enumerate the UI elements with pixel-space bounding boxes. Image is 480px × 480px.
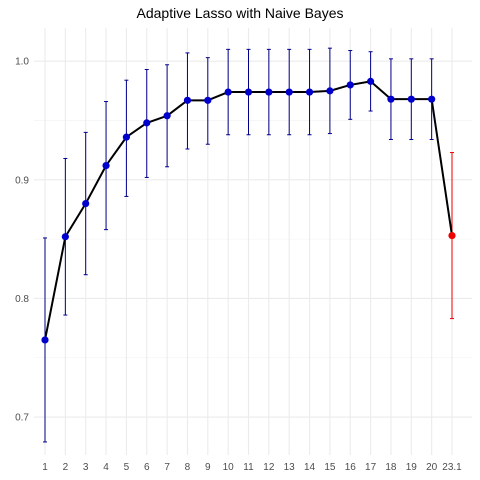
data-points bbox=[41, 77, 456, 344]
data-point bbox=[305, 88, 314, 96]
data-point bbox=[448, 231, 456, 240]
y-tick-labels: 0.7 0.8 0.9 1.0 bbox=[15, 57, 29, 424]
data-point bbox=[122, 133, 130, 141]
x-tick-label: 13 bbox=[284, 462, 296, 473]
data-point bbox=[183, 96, 192, 104]
data-point bbox=[346, 81, 354, 89]
x-tick-label: 11 bbox=[243, 462, 254, 473]
x-tick-label: 3 bbox=[83, 462, 89, 473]
x-tick-labels: 1 2 3 4 5 6 7 8 9 10 11 12 13 14 15 16 17 18 19 20 23.1 bbox=[42, 462, 462, 473]
x-tick-label: 23.1 bbox=[442, 462, 462, 473]
data-point bbox=[387, 95, 395, 103]
x-tick-label: 17 bbox=[365, 462, 377, 473]
x-tick-label: 7 bbox=[164, 462, 170, 473]
data-point bbox=[285, 88, 293, 96]
data-point bbox=[428, 95, 436, 103]
data-point bbox=[41, 336, 49, 344]
x-tick-label: 20 bbox=[426, 462, 438, 473]
x-tick-label: 14 bbox=[304, 462, 316, 473]
data-point bbox=[204, 96, 212, 104]
x-tick-label: 12 bbox=[263, 462, 275, 473]
data-point bbox=[407, 95, 415, 103]
x-tick-label: 5 bbox=[124, 462, 130, 473]
x-tick-label: 2 bbox=[63, 462, 69, 473]
data-point bbox=[244, 88, 253, 96]
data-point bbox=[61, 233, 69, 241]
data-point bbox=[143, 119, 151, 127]
chart-title: Adaptive Lasso with Naive Bayes bbox=[136, 5, 344, 21]
y-tick-label: 0.8 bbox=[15, 294, 29, 305]
x-tick-label: 16 bbox=[345, 462, 357, 473]
x-tick-label: 15 bbox=[324, 462, 336, 473]
data-point bbox=[102, 161, 110, 170]
data-point bbox=[265, 88, 273, 96]
x-tick-label: 9 bbox=[205, 462, 211, 473]
y-tick-label: 0.7 bbox=[15, 413, 29, 424]
data-point bbox=[82, 199, 90, 208]
data-point bbox=[224, 88, 232, 96]
x-tick-label: 4 bbox=[103, 462, 109, 473]
y-tick-label: 1.0 bbox=[15, 57, 29, 68]
x-tick-label: 18 bbox=[385, 462, 397, 473]
minor-grid bbox=[34, 120, 472, 359]
y-tick-label: 0.9 bbox=[15, 175, 29, 186]
x-tick-label: 10 bbox=[223, 462, 235, 473]
x-tick-label: 1 bbox=[42, 462, 48, 473]
x-tick-label: 19 bbox=[406, 462, 418, 473]
data-point bbox=[367, 77, 375, 85]
data-point bbox=[163, 112, 171, 120]
x-tick-label: 6 bbox=[144, 462, 150, 473]
data-point bbox=[326, 87, 334, 95]
x-tick-label: 8 bbox=[185, 462, 191, 473]
